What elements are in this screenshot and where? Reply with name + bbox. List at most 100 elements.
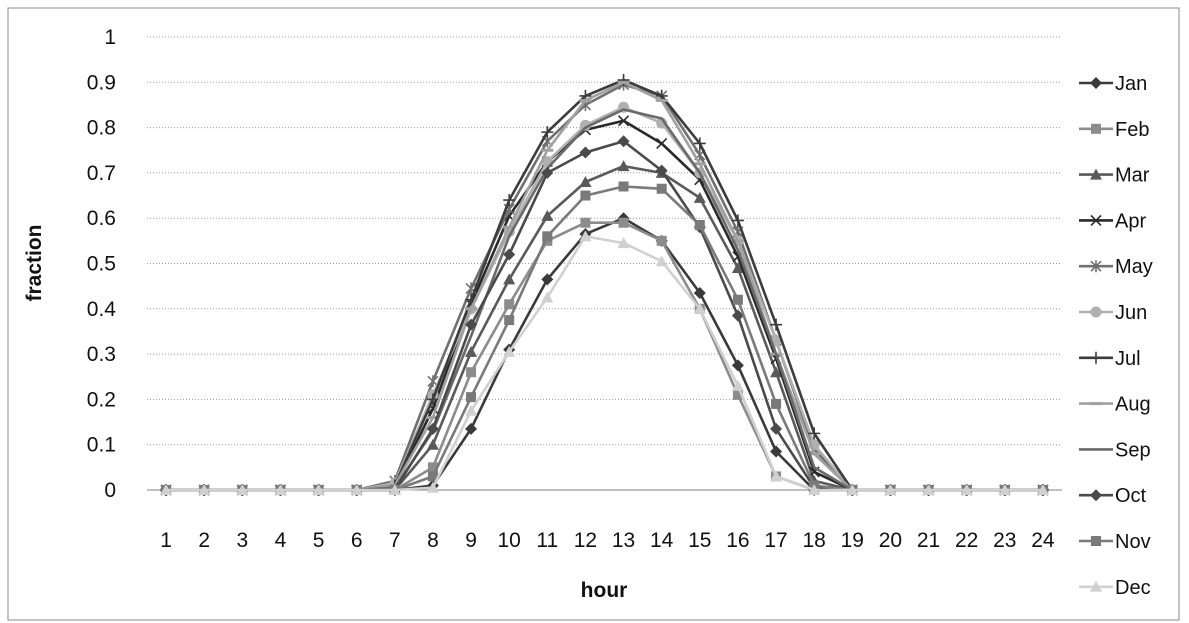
data-point <box>617 115 630 127</box>
series-dec <box>160 230 1049 495</box>
data-point <box>503 194 516 207</box>
data-point <box>503 345 516 357</box>
data-point <box>312 484 325 495</box>
y-tick-label: 0.1 <box>87 434 116 457</box>
data-point <box>693 302 706 314</box>
data-point <box>427 471 438 482</box>
legend-marker <box>1090 77 1102 89</box>
y-tick-label: 0 <box>104 479 116 502</box>
data-point <box>808 484 821 495</box>
data-point <box>693 191 706 203</box>
x-tick-label: 9 <box>465 529 477 552</box>
y-tick-label: 0.9 <box>87 71 116 94</box>
x-tick-label: 2 <box>198 529 210 552</box>
legend-item-aug: Aug <box>1079 394 1151 416</box>
data-point <box>617 160 630 172</box>
x-tick-label: 23 <box>993 529 1016 552</box>
data-point <box>731 214 744 227</box>
data-point <box>541 209 554 221</box>
y-tick-label: 0.5 <box>87 253 116 276</box>
legend-marker <box>1090 580 1102 592</box>
x-tick-label: 8 <box>427 529 439 552</box>
data-point <box>426 393 439 406</box>
data-point <box>771 398 782 409</box>
legend-label: Mar <box>1115 165 1150 187</box>
x-tick-label: 1 <box>160 529 172 552</box>
data-point <box>656 235 667 246</box>
data-point <box>694 219 705 230</box>
data-point <box>503 273 516 285</box>
x-tick-label: 3 <box>236 529 248 552</box>
data-point <box>618 217 629 228</box>
data-point <box>541 291 554 303</box>
data-point <box>274 484 287 495</box>
legend-marker <box>1090 351 1102 364</box>
data-point <box>503 248 516 261</box>
data-point <box>656 183 667 194</box>
y-tick-label: 0.4 <box>87 298 117 321</box>
series-line <box>166 235 1043 492</box>
y-tick-label: 1 <box>104 26 116 49</box>
data-point <box>731 239 744 243</box>
x-tick-label: 7 <box>389 529 401 552</box>
y-tick-label: 0.8 <box>87 117 116 140</box>
data-point <box>731 309 744 322</box>
x-axis-title: hour <box>581 579 628 602</box>
x-tick-label: 16 <box>726 529 749 552</box>
data-point <box>960 484 973 495</box>
legend-marker <box>1091 536 1101 546</box>
data-point <box>426 416 439 420</box>
legend-label: Dec <box>1115 577 1151 599</box>
data-point <box>579 119 591 131</box>
data-point <box>693 137 706 150</box>
legend-item-nov: Nov <box>1079 531 1151 553</box>
data-point <box>465 318 478 331</box>
legend-item-mar: Mar <box>1079 165 1150 187</box>
data-point <box>426 481 439 493</box>
legend-item-sep: Sep <box>1079 439 1151 461</box>
x-tick-label: 22 <box>955 529 978 552</box>
legend-item-may: May <box>1079 256 1153 278</box>
data-point <box>770 318 783 331</box>
y-tick-label: 0.3 <box>87 343 116 366</box>
data-point <box>655 255 668 267</box>
data-point <box>693 286 706 299</box>
legend-label: Oct <box>1115 485 1147 507</box>
x-tick-label: 4 <box>275 529 287 552</box>
data-point <box>922 484 935 495</box>
data-point <box>656 137 668 150</box>
data-point <box>426 422 439 435</box>
data-point <box>884 484 897 495</box>
data-point <box>731 379 744 391</box>
legend-marker <box>1090 260 1102 273</box>
data-point <box>236 484 249 495</box>
x-tick-label: 19 <box>841 529 864 552</box>
data-point <box>465 422 478 435</box>
data-point <box>732 389 743 400</box>
data-point <box>655 164 668 177</box>
x-tick-label: 12 <box>574 529 597 552</box>
data-point <box>542 231 553 242</box>
data-point <box>731 359 744 372</box>
data-point <box>466 367 477 378</box>
legend-item-jul: Jul <box>1079 348 1141 370</box>
x-tick-label: 20 <box>879 529 902 552</box>
legend-label: Jun <box>1115 302 1147 324</box>
data-point <box>541 148 554 152</box>
x-tick-label: 10 <box>498 529 521 552</box>
legend-label: Nov <box>1115 531 1151 553</box>
legend-item-apr: Apr <box>1079 210 1146 232</box>
x-tick-label: 6 <box>351 529 363 552</box>
chart-frame <box>7 7 1180 621</box>
data-point <box>808 427 821 440</box>
x-tick-label: 21 <box>917 529 940 552</box>
legend-label: May <box>1115 256 1153 278</box>
y-tick-label: 0.7 <box>87 162 116 185</box>
data-point <box>579 230 592 242</box>
legend-item-dec: Dec <box>1079 577 1151 599</box>
data-point <box>426 438 439 450</box>
data-point <box>541 166 554 179</box>
data-point <box>808 452 821 456</box>
y-tick-label: 0.6 <box>87 207 116 230</box>
